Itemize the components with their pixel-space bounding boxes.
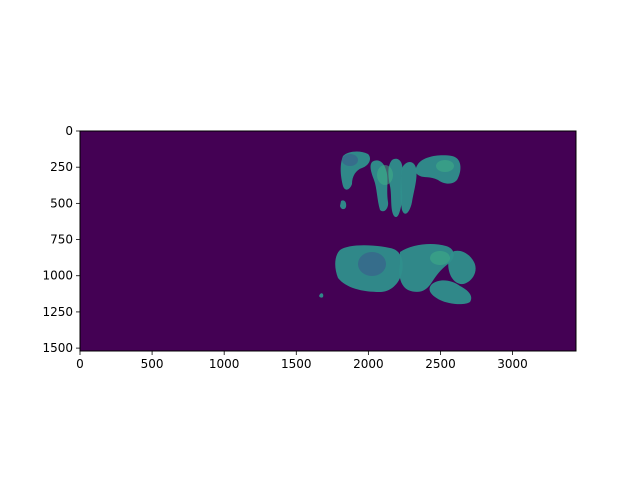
plot-area	[79, 130, 577, 352]
tissue-region-upper-mid-c	[400, 162, 417, 214]
x-tick-label: 3000	[497, 357, 528, 371]
x-tick-label: 0	[76, 357, 84, 371]
tissue-fragment-bottom	[319, 293, 324, 298]
x-tick-label: 1500	[281, 357, 312, 371]
x-axis: 0 500 1000 1500 2000 2500 3000	[76, 351, 528, 371]
tissue-shadow-lower	[358, 252, 386, 276]
y-tick-label: 0	[65, 124, 73, 138]
tissue-fragment-left	[340, 200, 347, 210]
tissue-highlight-upper-right	[436, 160, 454, 172]
y-tick-label: 750	[50, 233, 73, 247]
y-tick-label: 500	[50, 196, 73, 210]
tissue-shadow-upper-left	[342, 154, 358, 166]
y-tick-label: 250	[50, 160, 73, 174]
x-tick-label: 2000	[353, 357, 384, 371]
tissue-regions	[319, 151, 476, 305]
y-tick-label: 1500	[42, 341, 73, 355]
y-tick-label: 1000	[42, 269, 73, 283]
tissue-region-lower-right-c	[429, 280, 472, 305]
axes-frame	[79, 130, 577, 352]
x-tick-label: 500	[141, 357, 164, 371]
heatmap-background	[80, 131, 576, 351]
x-tick-label: 1000	[209, 357, 240, 371]
tissue-highlight-lower-right	[430, 251, 450, 265]
y-tick-label: 1250	[42, 305, 73, 319]
x-tick-label: 2500	[425, 357, 456, 371]
tissue-region-lower-right-b	[448, 250, 476, 285]
tissue-highlight-upper	[377, 165, 393, 185]
y-axis: 0 250 500 750 1000 1250 1500	[42, 124, 80, 355]
